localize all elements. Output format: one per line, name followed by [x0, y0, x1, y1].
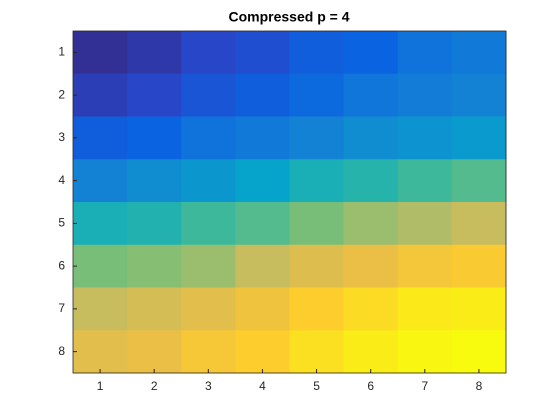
heatmap-cell: [289, 287, 345, 331]
heatmap-cell: [289, 159, 345, 203]
heatmap-cell: [73, 244, 128, 288]
heatmap-cell: [289, 202, 345, 246]
heatmap-cell: [451, 330, 507, 374]
heatmap-cell: [235, 330, 290, 374]
heatmap-cell: [343, 73, 399, 117]
heatmap-cell: [73, 31, 128, 75]
x-tick-label: 6: [367, 379, 374, 393]
heatmap-cell: [127, 287, 182, 331]
heatmap-cell: [289, 244, 345, 288]
heatmap-cell: [181, 116, 236, 160]
heatmap-cell: [235, 73, 290, 117]
heatmap-cell: [235, 202, 290, 246]
y-tick-label: 1: [58, 45, 65, 59]
heatmap-cell: [397, 159, 453, 203]
axes-box: [72, 30, 507, 374]
heatmap-cell: [451, 31, 507, 75]
heatmap-cell: [451, 202, 507, 246]
heatmap-cell: [181, 159, 236, 203]
heatmap-cell: [343, 287, 399, 331]
heatmap-cell: [127, 330, 182, 374]
heatmap-cell: [343, 330, 399, 374]
heatmap-cell: [397, 330, 453, 374]
heatmap-cell: [73, 330, 128, 374]
heatmap-cell: [235, 31, 290, 75]
heatmap-cell: [235, 244, 290, 288]
x-tick-label: 3: [205, 379, 212, 393]
heatmap-cell: [181, 287, 236, 331]
heatmap-cell: [289, 73, 345, 117]
y-tick-label: 2: [58, 87, 65, 101]
x-tick-label: 8: [476, 379, 483, 393]
heatmap-cell: [397, 116, 453, 160]
heatmap-cell: [127, 159, 182, 203]
y-tick-label: 6: [58, 258, 65, 272]
x-tick-label: 1: [97, 379, 104, 393]
heatmap-cell: [343, 116, 399, 160]
x-tick-label: 2: [151, 379, 158, 393]
y-tick-label: 7: [58, 301, 65, 315]
chart-title: Compressed p = 4: [229, 9, 350, 25]
heatmap-cell: [73, 116, 128, 160]
heatmap-cell: [397, 202, 453, 246]
heatmap-cell: [235, 116, 290, 160]
heatmap-cell: [397, 287, 453, 331]
heatmap-cell: [343, 202, 399, 246]
heatmap-cell: [181, 202, 236, 246]
heatmap-cell: [73, 202, 128, 246]
heatmap-cell: [181, 31, 236, 75]
heatmap-cell: [181, 330, 236, 374]
heatmap-cell: [343, 159, 399, 203]
heatmap-cell: [451, 287, 507, 331]
heatmap-cell: [397, 31, 453, 75]
y-tick-label: 4: [58, 173, 65, 187]
heatmap-cell: [73, 287, 128, 331]
heatmap-cell: [289, 330, 345, 374]
y-tick-label: 5: [58, 216, 65, 230]
heatmap-cell: [451, 116, 507, 160]
heatmap-cell: [127, 73, 182, 117]
heatmap-cell: [127, 31, 182, 75]
x-tick-label: 7: [421, 379, 428, 393]
heatmap-cell: [397, 73, 453, 117]
x-tick-label: 5: [313, 379, 320, 393]
y-tick-label: 8: [58, 344, 65, 358]
heatmap-cell: [181, 244, 236, 288]
heatmap-cell: [181, 73, 236, 117]
heatmap-cell: [235, 287, 290, 331]
y-tick-label: 3: [58, 130, 65, 144]
heatmap-cell: [127, 244, 182, 288]
x-tick-label: 4: [259, 379, 266, 393]
heatmap-cell: [397, 244, 453, 288]
heatmap-cell: [127, 116, 182, 160]
heatmap-cell: [235, 159, 290, 203]
heatmap-cell: [343, 244, 399, 288]
heatmap-cell: [289, 31, 345, 75]
heatmap-cell: [451, 159, 507, 203]
heatmap-cell: [451, 73, 507, 117]
heatmap-cell: [289, 116, 345, 160]
heatmap-cell: [343, 31, 399, 75]
heatmap-cell: [73, 159, 128, 203]
heatmap-cell: [127, 202, 182, 246]
heatmap-cell: [451, 244, 507, 288]
heatmap-cell: [73, 73, 128, 117]
